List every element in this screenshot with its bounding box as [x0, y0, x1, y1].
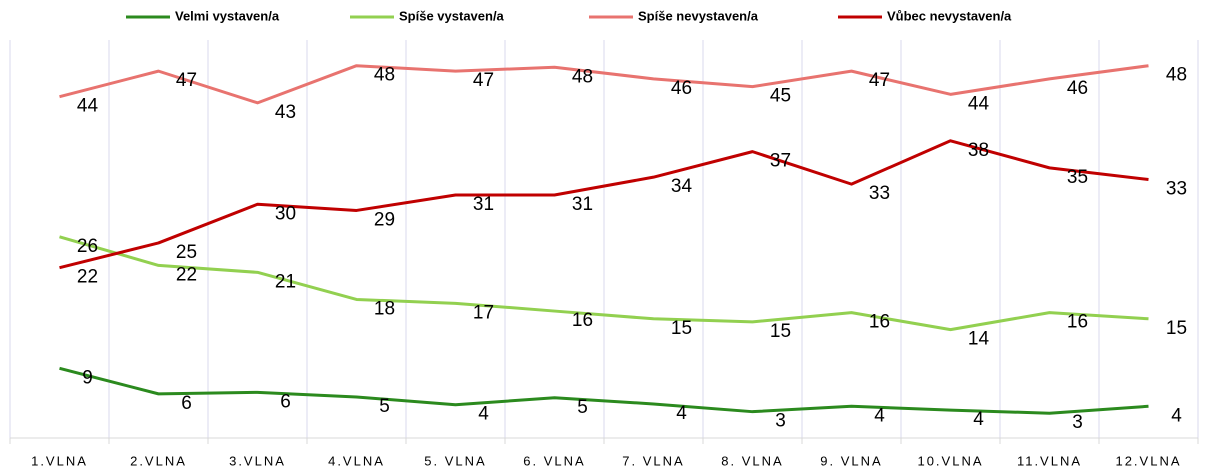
- x-tick-label: 6. VLNA: [523, 453, 585, 468]
- data-label: 47: [176, 70, 197, 91]
- series-line: [59, 139, 1149, 270]
- x-tick-label: 12.VLNA: [1115, 453, 1181, 468]
- legend-label: Vůbec nevystaven/a: [887, 8, 1012, 23]
- x-tick-label: 2.VLNA: [130, 453, 187, 468]
- data-label: 25: [176, 242, 197, 263]
- legend-label: Spíše vystaven/a: [399, 8, 505, 23]
- data-label: 4: [874, 405, 885, 426]
- data-label: 29: [374, 209, 395, 230]
- series-line: [59, 235, 1149, 332]
- data-label: 48: [374, 65, 395, 86]
- data-label: 33: [1166, 178, 1187, 199]
- data-label: 43: [275, 102, 296, 123]
- data-label: 35: [1067, 167, 1088, 188]
- x-tick-label: 1.VLNA: [31, 453, 88, 468]
- data-label: 22: [176, 264, 197, 285]
- data-label: 31: [572, 194, 593, 215]
- data-label: 16: [572, 310, 593, 331]
- x-tick-label: 10.VLNA: [917, 453, 983, 468]
- x-tick-label: 8. VLNA: [721, 453, 783, 468]
- data-label: 3: [775, 411, 786, 432]
- data-label: 4: [973, 409, 984, 430]
- data-label: 16: [869, 312, 890, 333]
- data-label: 47: [869, 70, 890, 91]
- data-label: 18: [374, 298, 395, 319]
- data-label: 46: [671, 78, 692, 99]
- data-label: 4: [676, 403, 687, 424]
- data-label: 46: [1067, 78, 1088, 99]
- data-label: 6: [280, 391, 291, 412]
- data-label: 33: [869, 183, 890, 204]
- data-label: 22: [77, 267, 98, 288]
- data-label: 21: [275, 271, 296, 292]
- series-line: [59, 366, 1149, 415]
- data-label: 31: [473, 194, 494, 215]
- x-tick-label: 3.VLNA: [229, 453, 286, 468]
- data-label: 45: [770, 86, 791, 107]
- data-label: 44: [968, 93, 990, 114]
- data-label: 30: [275, 203, 296, 224]
- x-tick-label: 5. VLNA: [424, 453, 486, 468]
- data-label: 14: [968, 329, 990, 350]
- legend-label: Velmi vystaven/a: [175, 8, 280, 23]
- data-label: 5: [379, 396, 390, 417]
- data-label: 47: [473, 70, 494, 91]
- data-label: 37: [770, 151, 791, 172]
- data-label: 26: [77, 236, 98, 257]
- x-tick-label: 11.VLNA: [1017, 453, 1082, 468]
- data-label: 48: [572, 66, 593, 87]
- data-label: 38: [968, 140, 989, 161]
- data-label: 9: [82, 367, 93, 388]
- x-tick-label: 9. VLNA: [820, 453, 882, 468]
- x-tick-label: 4.VLNA: [328, 453, 385, 468]
- data-label: 44: [77, 96, 99, 117]
- data-label: 6: [181, 393, 192, 414]
- legend-label: Spíše nevystaven/a: [638, 8, 759, 23]
- data-label: 34: [671, 176, 693, 197]
- x-tick-label: 7. VLNA: [622, 453, 684, 468]
- data-label: 17: [473, 302, 494, 323]
- data-label: 15: [770, 321, 791, 342]
- data-label: 15: [1166, 318, 1187, 339]
- data-label: 5: [577, 397, 588, 418]
- data-label: 4: [1171, 405, 1182, 426]
- series-line: [59, 64, 1149, 105]
- data-label: 15: [671, 318, 692, 339]
- data-label: 48: [1166, 65, 1187, 86]
- data-label: 3: [1072, 412, 1083, 433]
- data-label: 4: [478, 404, 489, 425]
- data-label: 16: [1067, 312, 1088, 333]
